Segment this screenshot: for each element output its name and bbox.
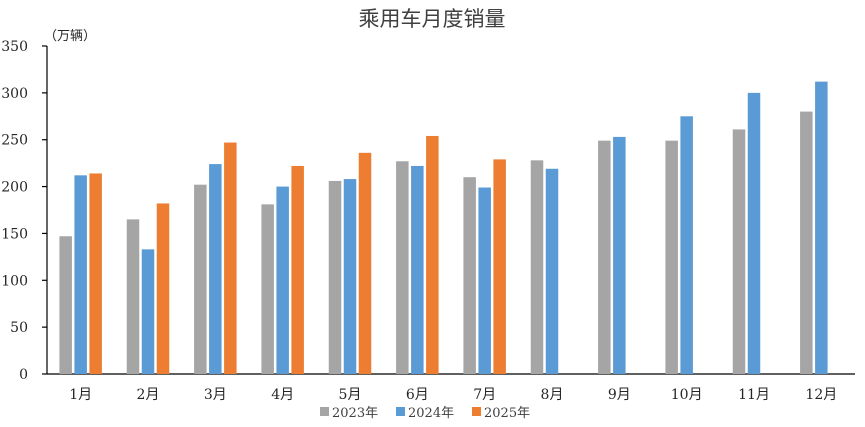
bar-2024年-7月	[478, 187, 491, 374]
y-tick-label: 350	[1, 39, 28, 55]
bar-2024年-6月	[411, 165, 424, 374]
y-tick-label: 200	[1, 180, 28, 196]
y-tick-label: 100	[1, 273, 28, 289]
bar-2024年-11月	[747, 92, 761, 374]
legend-swatch-2025年	[472, 407, 481, 416]
bar-2023年-11月	[732, 129, 746, 374]
y-axis: 0 50 100 150 200 250 300 350	[1, 39, 48, 383]
bar-2025年-7月	[493, 159, 506, 374]
y-axis-unit-label: （万辆）	[44, 29, 96, 44]
bar-2023年-2月	[126, 219, 140, 374]
x-tick-label: 7月	[473, 387, 496, 403]
x-tick-label: 5月	[339, 387, 362, 403]
x-tick-label: 4月	[271, 387, 294, 403]
legend-label: 2024年	[408, 406, 454, 421]
x-tick-label: 3月	[204, 387, 227, 403]
legend-label: 2025年	[484, 406, 530, 421]
x-tick-label: 11月	[738, 387, 770, 403]
bars	[59, 81, 828, 375]
legend: 2023年 2024年 2025年	[320, 406, 530, 421]
x-tick-label: 12月	[805, 387, 837, 403]
bar-2023年-7月	[463, 177, 476, 374]
chart-title: 乘用车月度销量	[359, 7, 506, 31]
x-tick-label: 1月	[69, 387, 92, 403]
bar-2023年-4月	[261, 204, 274, 374]
bar-2023年-1月	[59, 236, 72, 374]
bar-2024年-5月	[343, 179, 357, 374]
bar-2023年-6月	[396, 161, 409, 374]
bar-2024年-9月	[613, 136, 626, 374]
y-tick-label: 150	[1, 226, 28, 242]
bar-2024年-4月	[276, 186, 289, 374]
bar-2025年-2月	[156, 203, 170, 374]
bar-2024年-2月	[141, 249, 155, 374]
legend-swatch-2024年	[396, 407, 405, 416]
x-tick-label: 10月	[671, 387, 703, 403]
x-tick-label: 6月	[406, 387, 429, 403]
bar-2024年-12月	[815, 81, 828, 375]
y-tick-label: 50	[10, 320, 28, 336]
bar-2025年-3月	[224, 142, 237, 374]
bar-2025年-1月	[89, 173, 102, 374]
bar-2023年-8月	[530, 160, 544, 374]
x-axis: 1月 2月 3月 4月 5月 6月 7月 8月 9月 10月 11月 12月	[47, 373, 855, 403]
x-tick-label: 8月	[541, 387, 564, 403]
bar-2024年-1月	[74, 175, 87, 374]
x-tick-label: 9月	[608, 387, 631, 403]
legend-swatch-2023年	[320, 407, 329, 416]
y-tick-label: 300	[1, 86, 28, 102]
bar-2025年-5月	[358, 152, 372, 374]
x-tick-label: 2月	[137, 387, 160, 403]
bar-2023年-9月	[598, 140, 611, 374]
bar-2023年-5月	[328, 180, 342, 374]
bar-2023年-10月	[665, 140, 678, 374]
bar-2024年-3月	[209, 164, 222, 374]
bar-2024年-8月	[545, 168, 559, 374]
bar-2025年-6月	[426, 135, 439, 374]
bar-2023年-12月	[800, 111, 813, 374]
bar-2024年-10月	[680, 116, 693, 375]
bar-2025年-4月	[291, 165, 304, 374]
y-tick-label: 250	[1, 133, 28, 149]
y-tick-label: 0	[19, 367, 28, 383]
legend-label: 2023年	[332, 406, 378, 421]
bar-2023年-3月	[194, 184, 207, 374]
